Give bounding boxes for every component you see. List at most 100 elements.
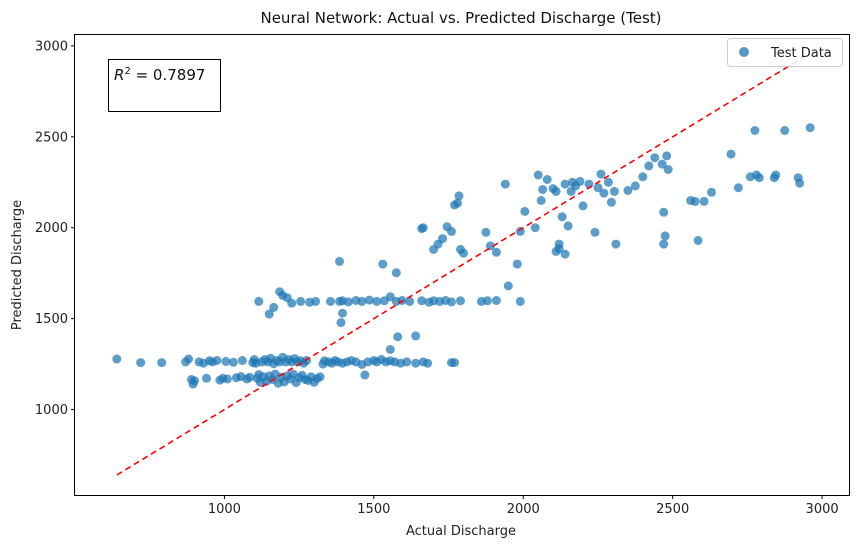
data-point	[491, 247, 501, 257]
data-point	[650, 153, 660, 163]
data-point	[750, 126, 760, 135]
data-point	[338, 308, 347, 318]
r2-box	[108, 59, 221, 112]
data-point	[662, 151, 672, 161]
data-point	[557, 212, 567, 222]
data-point	[590, 227, 600, 237]
data-point	[222, 374, 232, 384]
y-axis-ticks: 1000 1500 2000 2500 3000	[35, 39, 75, 418]
data-point	[287, 298, 297, 308]
data-point	[315, 372, 325, 382]
r2-text: R2 = 0.7897	[114, 66, 205, 84]
data-point	[391, 268, 401, 278]
data-point	[596, 169, 606, 179]
data-point	[554, 239, 564, 249]
data-point	[184, 354, 194, 364]
data-point	[530, 223, 540, 233]
reference-line	[116, 52, 811, 476]
r2-superscript: 2	[124, 66, 130, 77]
data-point	[221, 356, 231, 366]
data-point	[657, 159, 667, 169]
data-point	[254, 296, 264, 306]
x-tick-label: 3000	[806, 502, 839, 517]
data-point	[393, 332, 403, 342]
plot-frame	[74, 34, 850, 496]
data-point	[551, 186, 561, 196]
data-point	[336, 318, 346, 328]
r2-symbol: R	[114, 66, 124, 84]
y-tick-label: 2500	[35, 130, 68, 145]
data-point	[560, 249, 570, 259]
data-point	[311, 296, 321, 306]
data-point	[663, 165, 673, 174]
data-point	[699, 196, 709, 206]
x-tick-label: 1000	[208, 502, 241, 517]
data-point	[454, 191, 464, 201]
data-point	[447, 226, 456, 236]
data-point	[447, 297, 456, 307]
data-point	[515, 226, 525, 236]
data-point	[481, 227, 491, 237]
data-point	[512, 259, 522, 269]
data-point	[269, 302, 279, 312]
data-point	[326, 296, 335, 306]
data-point	[418, 223, 428, 233]
data-point	[520, 206, 530, 216]
data-point	[630, 181, 640, 191]
data-point	[515, 296, 525, 306]
y-tick-label: 1500	[35, 312, 68, 327]
data-point	[769, 173, 779, 183]
data-point	[385, 345, 395, 354]
data-point	[644, 161, 654, 171]
data-point	[411, 331, 421, 341]
data-point	[485, 241, 495, 251]
data-point	[202, 373, 211, 383]
data-point	[707, 187, 716, 197]
data-point	[533, 170, 543, 180]
y-tick-label: 2000	[35, 221, 68, 236]
data-point	[660, 231, 670, 241]
data-point	[599, 188, 609, 198]
x-tick-label: 2500	[656, 502, 689, 517]
data-point	[659, 239, 669, 249]
data-point	[638, 172, 648, 182]
data-point	[335, 256, 344, 266]
data-point	[360, 370, 370, 380]
data-point	[364, 295, 374, 305]
data-point	[690, 196, 700, 206]
y-tick-label: 3000	[35, 39, 68, 54]
data-point	[551, 246, 561, 256]
data-point	[500, 179, 510, 189]
data-point	[606, 197, 616, 207]
legend-label: Test Data	[770, 46, 832, 61]
data-point	[611, 239, 621, 249]
data-point	[578, 201, 588, 211]
data-point	[264, 309, 274, 319]
data-point	[372, 296, 382, 306]
data-point	[157, 358, 167, 368]
data-point	[795, 178, 805, 188]
data-point	[136, 358, 146, 368]
data-point	[503, 281, 513, 291]
data-point	[343, 297, 353, 307]
data-point	[491, 296, 501, 305]
data-point	[378, 259, 388, 269]
data-point	[536, 196, 546, 205]
data-point	[405, 296, 415, 306]
data-point	[482, 296, 492, 306]
data-point	[542, 175, 552, 184]
y-axis-title: Predicted Discharge	[10, 200, 25, 330]
r2-value: = 0.7897	[131, 66, 206, 84]
data-point	[659, 207, 669, 217]
data-point	[245, 372, 255, 382]
data-point	[693, 236, 703, 245]
data-point	[805, 123, 815, 133]
legend: Test Data	[727, 38, 843, 67]
legend-marker	[739, 47, 749, 57]
y-tick-label: 1000	[35, 403, 68, 418]
x-axis-title: Actual Discharge	[406, 524, 516, 539]
data-point	[417, 296, 427, 306]
data-point	[563, 221, 573, 231]
data-point	[726, 149, 736, 159]
